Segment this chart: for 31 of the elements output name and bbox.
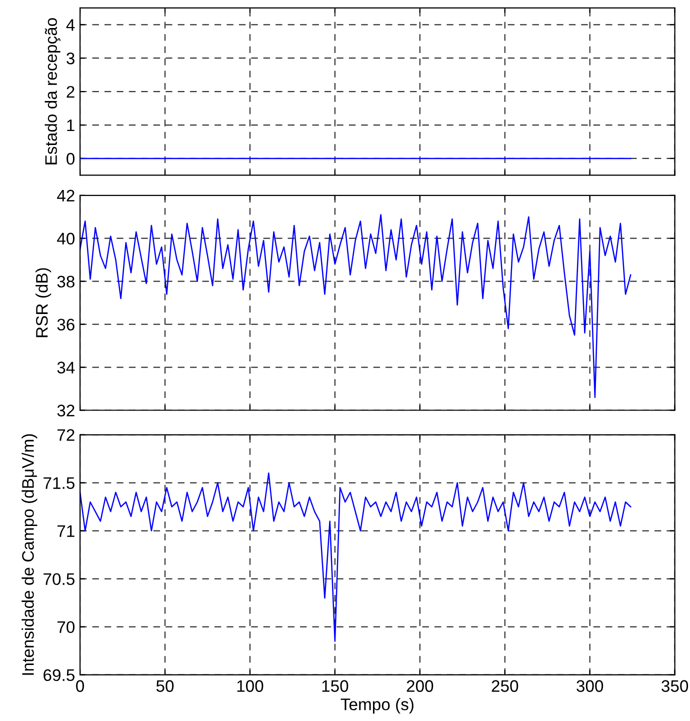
y-tick-label: 2 — [66, 86, 74, 98]
y-tick-label: 36 — [57, 318, 74, 331]
x-axis-title: Tempo (s) — [340, 698, 414, 714]
x-tick-label: 100 — [237, 680, 264, 692]
x-tick-label: 50 — [156, 680, 174, 692]
y-axis-title: Estado da recepção — [44, 18, 60, 164]
x-tick-label: 200 — [406, 680, 434, 692]
y-tick-label: 34 — [57, 362, 75, 374]
y-tick-label: 40 — [57, 232, 75, 245]
y-tick-label: 71 — [57, 525, 74, 537]
y-tick-label: 1 — [67, 120, 74, 132]
y-tick-label: 70.5 — [44, 573, 74, 586]
y-tick-label: 42 — [57, 190, 74, 202]
y-tick-label: 71.5 — [44, 477, 74, 489]
x-tick-label: 350 — [662, 680, 688, 692]
y-axis-title: RSR (dB) — [36, 268, 52, 338]
x-tick-label: 250 — [492, 680, 518, 692]
line-series — [80, 214, 632, 398]
y-tick-label: 0 — [66, 152, 75, 165]
x-tick-label: 300 — [576, 680, 604, 692]
y-tick-label: 38 — [57, 276, 74, 288]
y-tick-label: 4 — [66, 19, 75, 31]
y-tick-label: 3 — [66, 52, 74, 64]
y-axis-title: Intensidade de Campo (dBμV/m) — [22, 434, 38, 675]
x-tick-label: 150 — [322, 680, 348, 692]
y-tick-label: 69.5 — [44, 669, 74, 682]
y-tick-label: 32 — [57, 404, 74, 416]
x-tick-label: 0 — [76, 680, 84, 692]
line-series — [80, 472, 632, 642]
y-tick-label: 72 — [57, 429, 74, 441]
y-tick-label: 70 — [57, 621, 75, 634]
